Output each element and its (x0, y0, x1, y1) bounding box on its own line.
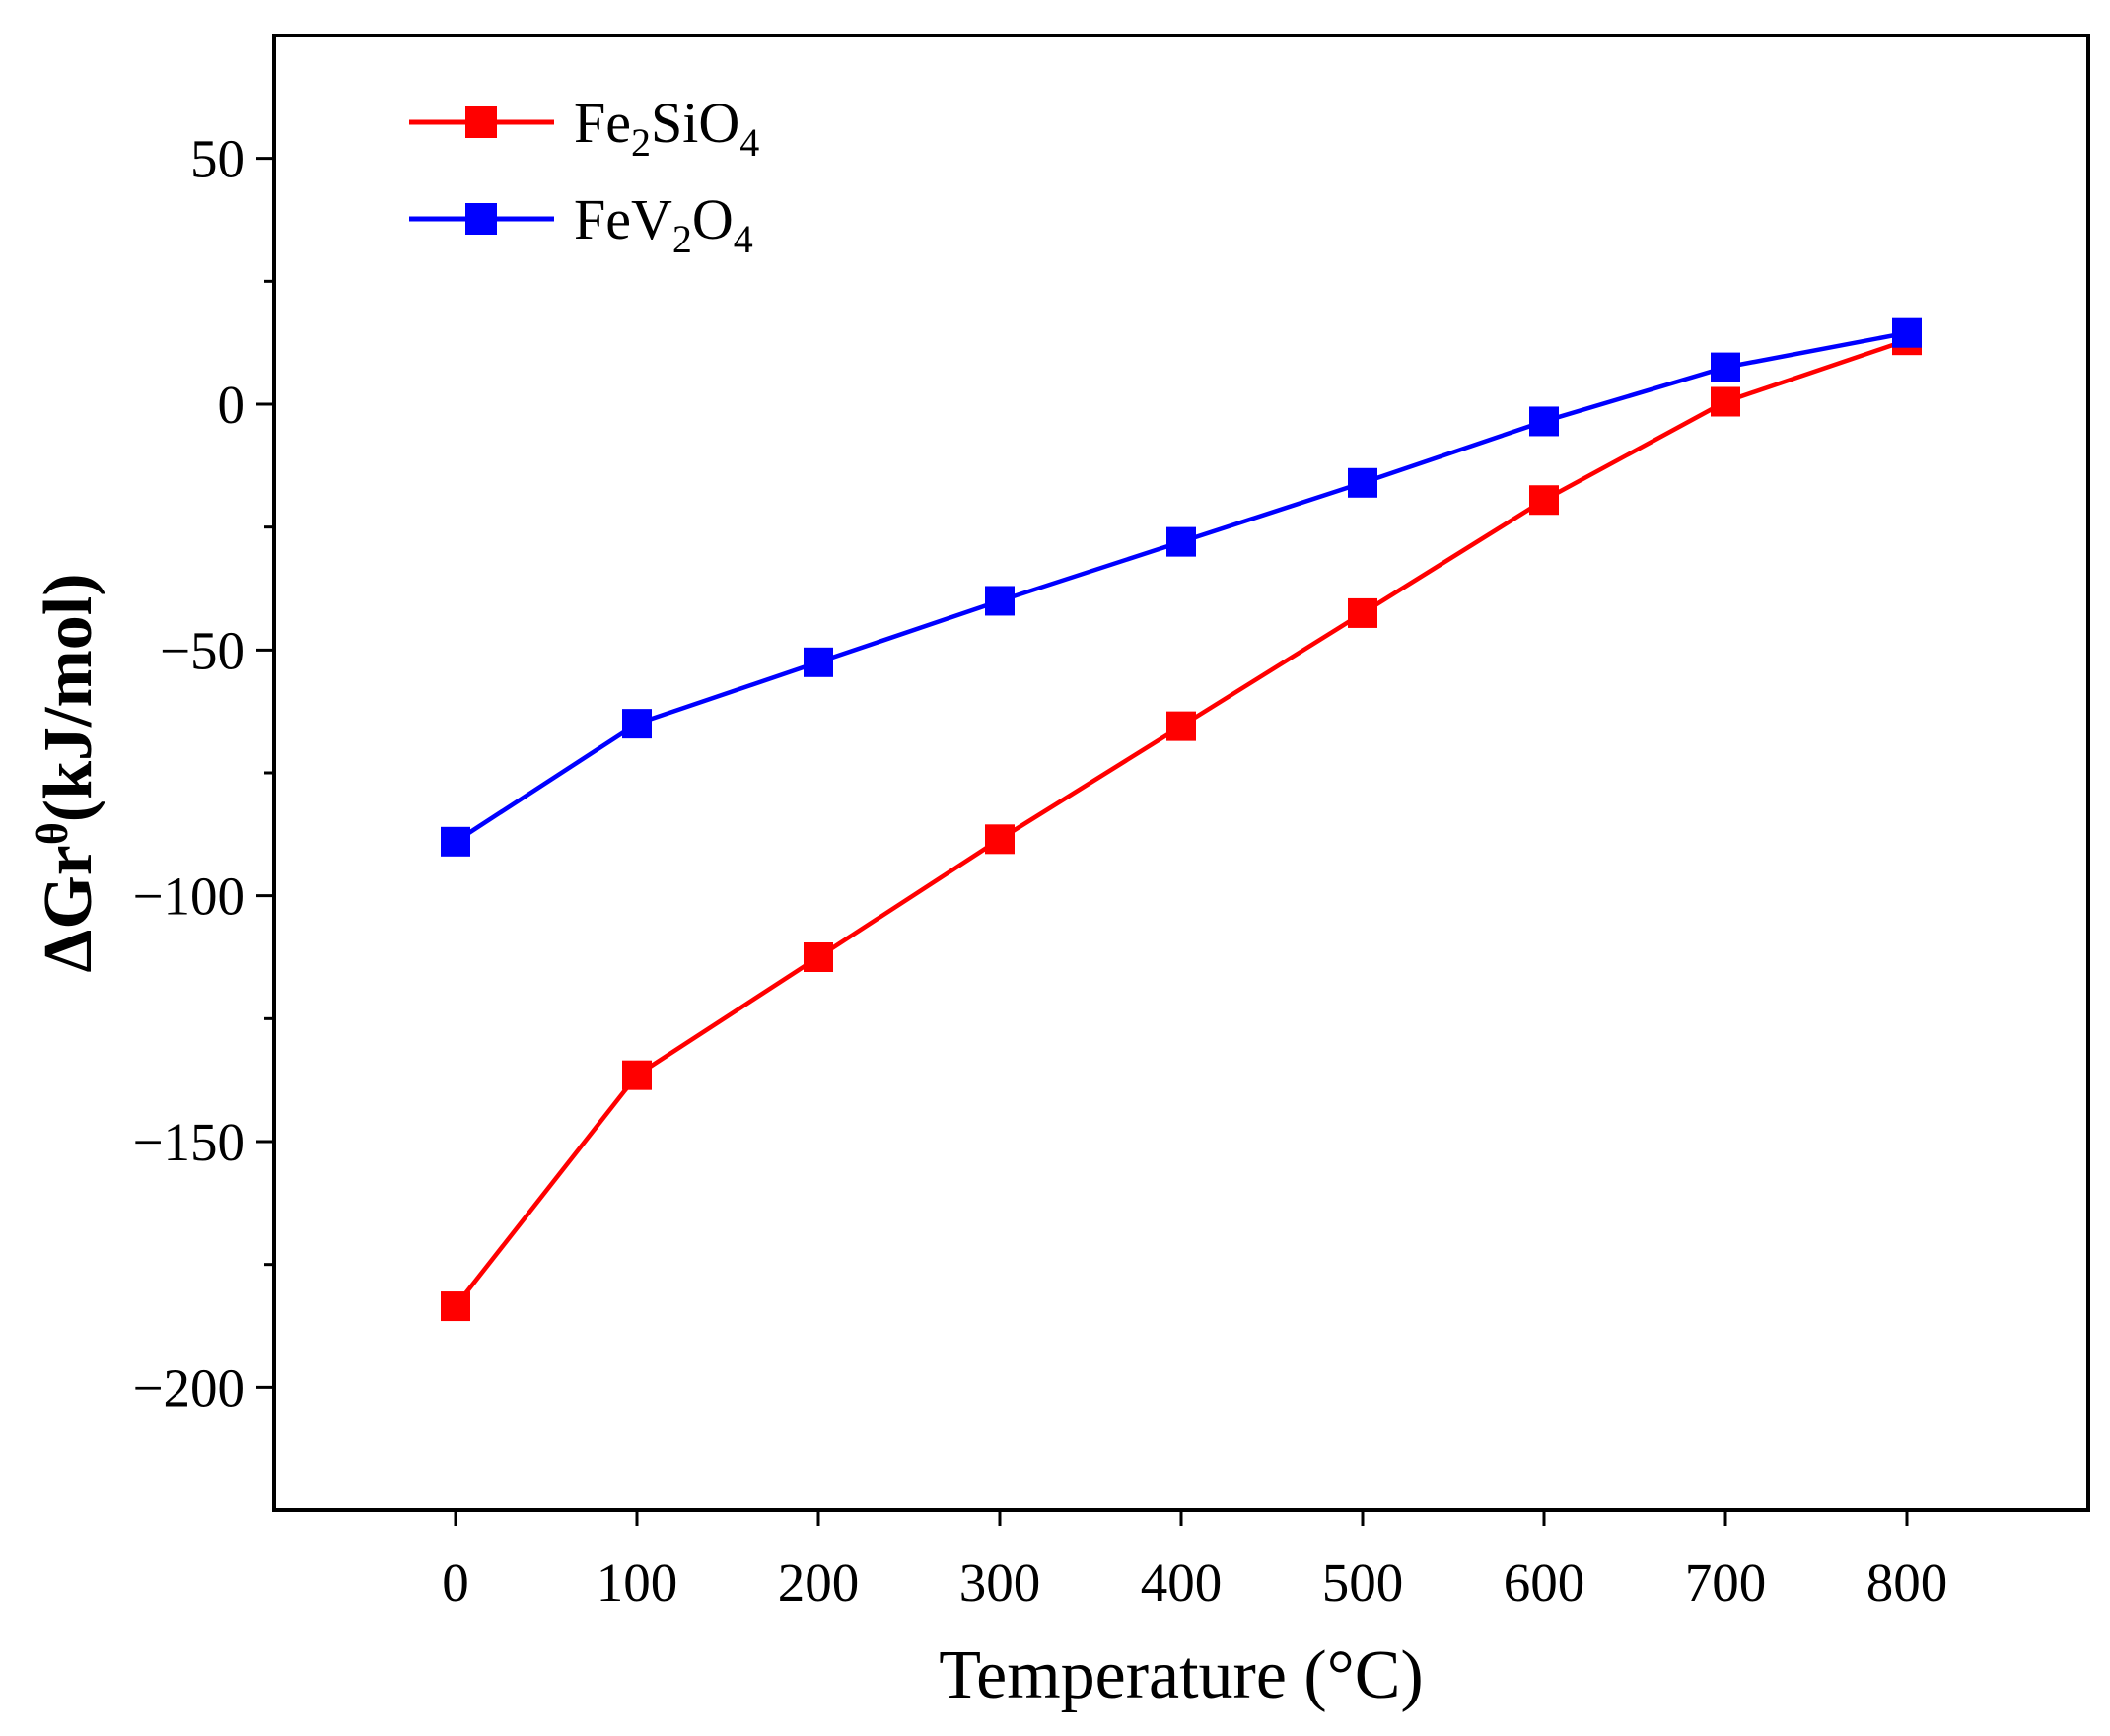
y-tick-label: −100 (132, 867, 245, 927)
data-point-fe2sio4 (1711, 386, 1740, 417)
data-point-fe2sio4 (441, 1291, 470, 1322)
legend-label: FeV2O4 (574, 187, 753, 261)
x-tick-label: 400 (1141, 1553, 1223, 1613)
x-tick-label: 200 (778, 1553, 860, 1613)
y-tick-label: 0 (218, 375, 246, 435)
y-axis-title: ΔGrθ(kJ/mol) (29, 573, 106, 972)
legend-label-subscript: 4 (734, 217, 753, 261)
data-point-fev2o4 (1892, 317, 1922, 348)
x-tick-label: 600 (1504, 1553, 1585, 1613)
legend-label-subscript: 4 (739, 120, 759, 165)
legend-item-fev2o4: FeV2O4 (409, 187, 753, 261)
x-tick-label: 500 (1322, 1553, 1404, 1613)
x-tick-label: 100 (597, 1553, 678, 1613)
legend-label-subscript: 2 (672, 217, 692, 261)
plot-frame (272, 34, 2090, 1512)
y-axis-title-units: (kJ/mol) (31, 573, 106, 822)
data-point-fev2o4 (1166, 526, 1196, 557)
legend-label-text: SiO (651, 91, 739, 155)
data-point-fev2o4 (985, 586, 1015, 616)
x-tick-label: 0 (442, 1553, 469, 1613)
y-axis-title-main: ΔGr (31, 845, 106, 972)
x-tick-label: 800 (1866, 1553, 1948, 1613)
legend-item-fe2sio4: Fe2SiO4 (409, 91, 759, 165)
data-point-fe2sio4 (622, 1060, 652, 1090)
y-tick-label: 50 (190, 129, 245, 189)
legend-marker (465, 203, 497, 235)
data-point-fev2o4 (1529, 406, 1559, 437)
data-point-fe2sio4 (1348, 597, 1377, 628)
y-tick-label: −50 (160, 620, 245, 680)
legend-label-subscript: 2 (631, 120, 651, 165)
legend-label-text: Fe (574, 91, 631, 155)
series-line-fe2sio4 (454, 338, 1908, 1308)
legend-marker (465, 106, 497, 138)
legend-label-text: FeV (574, 187, 672, 251)
data-point-fe2sio4 (804, 942, 833, 972)
series-fe2sio4 (441, 325, 1922, 1322)
series-line-fev2o4 (454, 330, 1908, 844)
series-fev2o4 (441, 317, 1922, 857)
x-axis-title: Temperature (°C) (939, 1637, 1423, 1713)
data-point-fe2sio4 (1529, 485, 1559, 516)
legend-label-text: O (692, 187, 734, 251)
data-point-fe2sio4 (1166, 711, 1196, 741)
data-point-fev2o4 (1348, 467, 1377, 498)
y-tick-label: −200 (132, 1357, 245, 1418)
data-point-fev2o4 (804, 647, 833, 677)
y-tick-label: −150 (132, 1112, 245, 1172)
y-axis-title-sup: θ (29, 822, 77, 845)
legend-label: Fe2SiO4 (574, 91, 759, 165)
data-point-fev2o4 (622, 709, 652, 739)
data-point-fev2o4 (1711, 352, 1740, 382)
x-tick-label: 300 (959, 1553, 1041, 1613)
data-point-fev2o4 (441, 826, 470, 857)
data-point-fe2sio4 (985, 824, 1015, 855)
x-tick-label: 700 (1685, 1553, 1767, 1613)
